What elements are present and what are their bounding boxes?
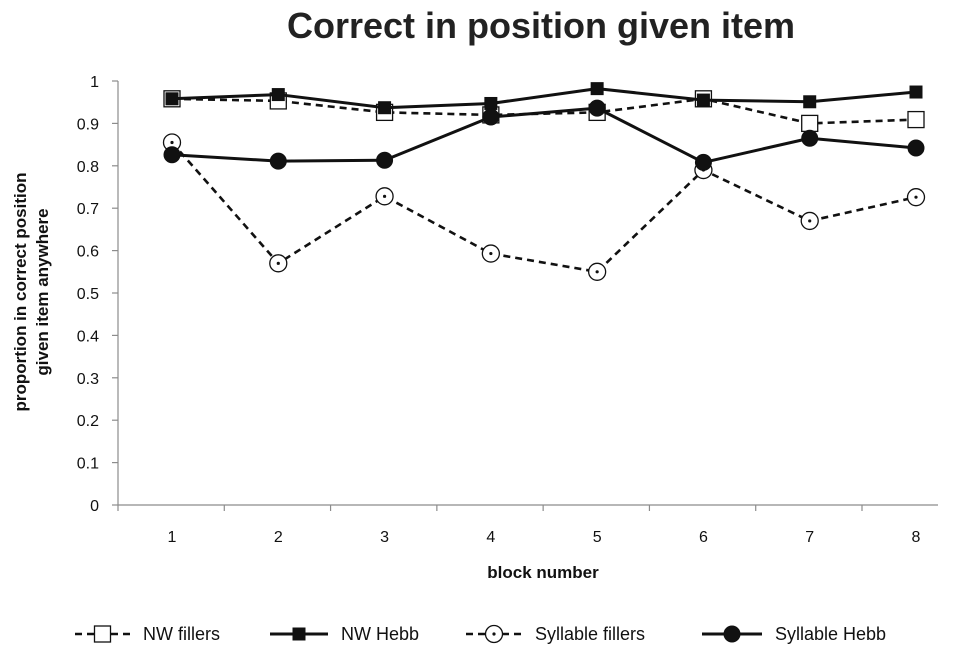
axes: 0 0.1 0.2 0.3 0.4 0.5 0.6 0.7 0.8 0.9 1 1 2 3 4 5 6 7 8	[77, 74, 938, 546]
data-point	[484, 96, 498, 110]
x-axis-label: block number	[487, 563, 599, 582]
marker-dot	[914, 195, 918, 199]
y-tick-label: 0.2	[77, 413, 99, 430]
data-point	[907, 139, 925, 157]
y-tick-label: 0.3	[77, 371, 99, 388]
legend-swatch-marker	[292, 627, 306, 641]
data-point	[375, 187, 394, 206]
data-point	[269, 254, 288, 273]
series-layer	[162, 82, 926, 281]
data-point	[269, 152, 287, 170]
y-axis-label-line-1: proportion in correct position	[11, 173, 30, 412]
series-line	[171, 87, 917, 110]
legend-item: NW Hebb	[270, 624, 419, 644]
y-tick-label: 1	[90, 74, 99, 91]
data-point	[801, 129, 819, 147]
x-tick-label: 7	[805, 529, 814, 546]
legend: NW fillers NW Hebb Syllable fillers Syllabl…	[75, 624, 886, 644]
data-point	[909, 85, 923, 99]
legend-label: Syllable Hebb	[775, 624, 886, 644]
y-tick-label: 0.6	[77, 244, 99, 261]
x-tick-label: 3	[380, 529, 389, 546]
x-tick-label: 2	[274, 529, 283, 546]
legend-swatch-marker	[484, 624, 504, 644]
data-point	[801, 114, 819, 133]
marker-dot	[808, 219, 812, 223]
data-point	[588, 99, 606, 117]
x-tick-label: 6	[699, 529, 708, 546]
x-tick-label: 8	[912, 529, 921, 546]
marker-dot	[489, 251, 493, 256]
data-point	[378, 101, 392, 115]
x-tick-label: 5	[593, 529, 602, 546]
data-point	[587, 262, 607, 281]
data-point	[271, 88, 285, 102]
data-point	[376, 151, 394, 169]
y-tick-label: 0.9	[77, 116, 99, 133]
marker-dot	[492, 632, 496, 636]
legend-label: NW Hebb	[341, 624, 419, 644]
y-tick-label: 0.7	[77, 201, 99, 218]
y-tick-label: 0.4	[77, 328, 99, 345]
data-point	[906, 188, 926, 207]
y-tick-label: 0.5	[77, 286, 99, 303]
series-line	[171, 106, 917, 164]
marker-dot	[276, 261, 280, 265]
data-point	[907, 110, 925, 129]
data-point	[800, 211, 819, 231]
data-point	[165, 92, 179, 106]
y-tick-label: 0	[90, 498, 99, 515]
marker-dot	[170, 140, 174, 145]
y-tick-label: 0.1	[77, 456, 99, 473]
series-syllable-fillers	[162, 133, 926, 281]
chart-title: Correct in position given item	[287, 5, 795, 46]
data-point	[696, 93, 710, 107]
legend-item: Syllable Hebb	[702, 624, 886, 644]
y-tick-label: 0.8	[77, 159, 99, 176]
marker-dot	[595, 270, 599, 274]
series-syllable-hebb	[163, 99, 925, 171]
series-line	[171, 141, 917, 274]
x-tick-label: 1	[168, 529, 177, 546]
data-point	[482, 108, 500, 126]
legend-swatch-marker	[723, 625, 741, 643]
data-point	[694, 153, 712, 171]
legend-item: NW fillers	[75, 624, 220, 644]
data-point	[163, 146, 181, 164]
marker-dot	[382, 194, 387, 198]
legend-item: Syllable fillers	[466, 624, 645, 644]
series-nw-hebb	[165, 82, 923, 115]
legend-label: NW fillers	[143, 624, 220, 644]
x-tick-label: 4	[486, 529, 495, 546]
legend-swatch-marker	[93, 625, 112, 643]
data-point	[803, 95, 817, 109]
data-point	[481, 244, 501, 263]
y-axis-label-line-2: given item anywhere	[33, 208, 52, 375]
legend-label: Syllable fillers	[535, 624, 645, 644]
data-point	[590, 82, 604, 96]
